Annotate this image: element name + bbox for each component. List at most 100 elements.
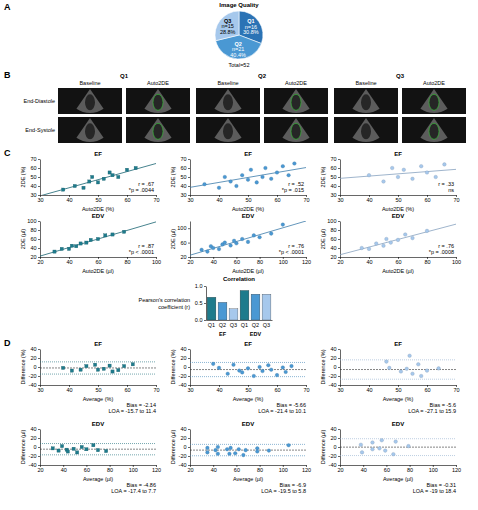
tick-label: 40 [61, 467, 67, 473]
tick-mark [38, 239, 40, 240]
tick: 100 [279, 465, 288, 473]
tick-label: 100 [177, 225, 186, 231]
chart-title: EDV [92, 213, 104, 219]
tick: -20 [29, 453, 40, 459]
tick: -20 [179, 373, 190, 379]
y-axis: 3040506070 [30, 156, 40, 198]
tick: 20 [330, 435, 340, 441]
tick: 50 [395, 195, 401, 203]
tick-label: 100 [452, 259, 461, 265]
axis-title: Auto2DE (%) [382, 206, 414, 212]
tick-label: 40 [330, 183, 336, 189]
tick-label: -20 [329, 453, 337, 459]
tick-label: 40 [66, 259, 72, 265]
tick-mark [188, 358, 190, 359]
tick-label: 80 [257, 259, 263, 265]
tick-mark [38, 367, 40, 368]
echo-image [58, 117, 122, 143]
tick-label: 100 [429, 467, 438, 473]
tick-label: 70 [180, 156, 186, 162]
point [206, 250, 210, 254]
chart-title: EF [94, 341, 102, 347]
group-label: EDV [250, 331, 262, 337]
x-axis: 3040506070 [337, 195, 459, 203]
point [246, 240, 250, 244]
point [390, 166, 394, 170]
bar [207, 297, 216, 320]
tick-mark [38, 447, 40, 448]
annotation: LOA = -27.1 to 15.9 [408, 408, 456, 414]
point [228, 452, 232, 456]
image-frame [334, 88, 398, 114]
marks [190, 443, 306, 457]
tick-label: 50 [95, 197, 101, 203]
label-patch [281, 181, 305, 194]
tick-label: 20 [337, 259, 343, 265]
row-label: End-Diastole [24, 98, 56, 104]
loa-line [340, 379, 456, 380]
image-cavity [85, 94, 95, 110]
tick: Q2 [252, 322, 259, 328]
tick: 80 [124, 257, 130, 265]
tick-label: 50 [395, 387, 401, 393]
tick-label: 0 [333, 444, 336, 450]
tick-label: 40 [30, 426, 36, 432]
tick-label: 100 [279, 467, 288, 473]
tick: -40 [179, 382, 190, 388]
point [249, 168, 253, 172]
tick-label: 60 [124, 197, 130, 203]
tick: 40 [61, 465, 67, 473]
point [104, 234, 107, 237]
tick-label: Q1 [208, 322, 215, 328]
point [425, 229, 429, 233]
annotation-group: r = .33ns [437, 181, 455, 194]
axis-line [40, 222, 41, 258]
axis-title: 2DE (µl) [320, 229, 326, 249]
data-label: 40.4% [230, 52, 246, 58]
y-axis: -40-2002040 [329, 346, 341, 388]
point [66, 450, 69, 453]
point [229, 180, 233, 184]
y-axis: -40-2002040 [179, 346, 191, 388]
tick: -20 [329, 373, 340, 379]
tick-label: 70 [453, 387, 459, 393]
tick-label: 20 [30, 254, 36, 260]
tick: 20 [180, 435, 190, 441]
tick: 1.0 [195, 283, 206, 289]
tick-mark [204, 303, 206, 304]
point [125, 168, 128, 171]
row-label: End-Systole [25, 127, 55, 133]
point [235, 184, 239, 188]
axis-title: 2DE (%) [20, 166, 26, 187]
tick-label: Q1 [241, 322, 248, 328]
tick-label: 120 [452, 467, 461, 473]
fit-line [340, 224, 456, 255]
point [380, 438, 384, 442]
tick: 80 [107, 465, 113, 473]
image-cavity [223, 94, 233, 110]
chart-title: EDV [242, 213, 254, 219]
tick-label: 20 [180, 435, 186, 441]
point [237, 447, 241, 451]
point [117, 369, 120, 372]
chart-panel: 3040506070-40-2002040EFDifference (%)Ave… [320, 341, 460, 414]
axis-title: Difference (%) [320, 349, 326, 384]
tick-label: 20 [30, 435, 36, 441]
axis-line [341, 465, 457, 466]
annotation-group: r = .52*p = .015 [281, 181, 305, 194]
point [255, 181, 259, 185]
tick-label: 60 [124, 387, 130, 393]
tick-mark [338, 186, 340, 187]
axis-title: Average (µl) [83, 476, 113, 482]
figure: ABCDImage QualityQ1n=1630.8%Q2n=2140.4%Q… [0, 0, 478, 510]
tick-label: 20 [330, 355, 336, 361]
chart-title: EF [244, 151, 252, 157]
tick-label: 20 [37, 259, 43, 265]
tick-label: 40 [366, 259, 372, 265]
axis-line [41, 465, 157, 466]
point [62, 366, 65, 369]
point [437, 367, 441, 371]
tick-label: 20 [330, 435, 336, 441]
axis-title: Difference (µl) [20, 430, 26, 465]
point [267, 363, 271, 367]
